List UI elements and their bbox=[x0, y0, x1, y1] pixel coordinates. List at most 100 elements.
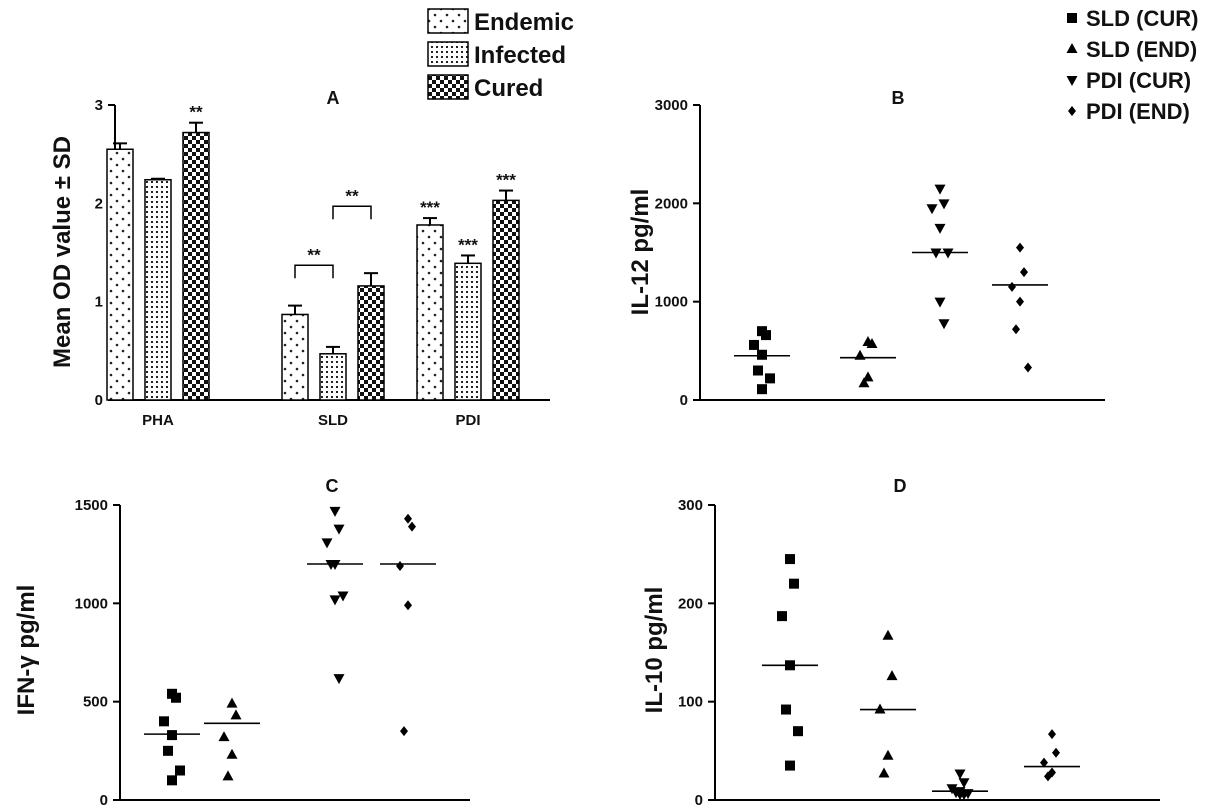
panel-d-y-tick-label: 100 bbox=[678, 694, 703, 711]
panel-d-point-triangle-up bbox=[878, 767, 890, 778]
panel-d-point-triangle-up bbox=[882, 749, 894, 760]
panel-b-y-tick-label: 2000 bbox=[655, 195, 688, 212]
panel-a-significance-label: ** bbox=[345, 186, 359, 205]
panel-c-point-diamond bbox=[404, 600, 412, 611]
panel-b-point-triangle-down bbox=[938, 199, 950, 210]
panel-c-point-triangle-up bbox=[222, 770, 234, 781]
panel-d-point-triangle-up bbox=[886, 670, 898, 681]
panel-c-y-tick-label: 500 bbox=[83, 694, 108, 711]
panel-b-point-triangle-up bbox=[866, 337, 878, 348]
panel-a-significance-label: ** bbox=[189, 103, 203, 122]
panel-b-point-diamond bbox=[1016, 296, 1024, 307]
panel-c-point-diamond bbox=[404, 513, 412, 524]
panel-a-bar-infected bbox=[319, 353, 347, 401]
panel-c-y-tick-label: 0 bbox=[100, 792, 108, 808]
panel-d-y-axis-label: IL-10 pg/ml bbox=[641, 587, 668, 714]
panel-b-y-tick-label: 1000 bbox=[655, 294, 688, 311]
legend-swatch-endemic bbox=[427, 8, 469, 34]
panel-b-point-square bbox=[749, 339, 759, 350]
panel-b-point-triangle-down bbox=[938, 319, 950, 330]
panel-a-significance-label: *** bbox=[496, 171, 516, 190]
panel-a-category-label: PDI bbox=[455, 412, 480, 429]
panel-c-point-triangle-down bbox=[337, 591, 349, 602]
panel-c-point-square bbox=[171, 692, 181, 703]
legend-label-cured: Cured bbox=[474, 75, 543, 102]
panel-b-point-diamond bbox=[1016, 242, 1024, 253]
panel-a-y-tick-label: 2 bbox=[95, 195, 103, 212]
panel-c-point-triangle-up bbox=[230, 709, 242, 720]
panel-d-point-diamond bbox=[1040, 757, 1048, 768]
panel-c-y-tick-label: 1500 bbox=[75, 497, 108, 514]
panel-d-point-square bbox=[785, 554, 795, 565]
panel-d-point-triangle-down bbox=[958, 778, 970, 789]
panel-c-point-diamond bbox=[400, 726, 408, 737]
panel-c-point-triangle-down bbox=[333, 674, 345, 685]
panel-b-title: B bbox=[892, 88, 905, 108]
panel-d-point-diamond bbox=[1052, 747, 1060, 758]
legend-label: SLD (END) bbox=[1086, 37, 1197, 62]
legend-marker-triangle-down bbox=[1066, 76, 1078, 86]
panel-d-point-triangle-up bbox=[882, 629, 894, 640]
panel-c-point-triangle-down bbox=[329, 506, 341, 517]
panel-b-y-tick-label: 0 bbox=[680, 392, 688, 409]
panel-c-point-square bbox=[175, 765, 185, 776]
panel-b-point-square bbox=[757, 349, 767, 360]
panel-c-point-triangle-up bbox=[218, 731, 230, 742]
panel-a-bar-endemic bbox=[106, 148, 134, 401]
panel-c-point-triangle-down bbox=[333, 524, 345, 535]
panel-b-point-triangle-down bbox=[934, 223, 946, 234]
panel-b-point-triangle-up bbox=[858, 377, 870, 388]
panel-a-category-label: SLD bbox=[318, 412, 348, 429]
panel-d-point-square bbox=[789, 578, 799, 589]
panel-c-y-axis-label: IFN-γ pg/ml bbox=[13, 585, 40, 716]
legend-swatch-infected bbox=[427, 41, 469, 67]
panel-a-significance-label: *** bbox=[458, 235, 478, 254]
legend-marker-diamond bbox=[1068, 106, 1076, 116]
panel-c-title: C bbox=[326, 476, 339, 496]
panel-b-point-square bbox=[753, 365, 763, 376]
panel-b-point-diamond bbox=[1008, 281, 1016, 292]
panel-d-point-square bbox=[777, 611, 787, 622]
legend-label-endemic: Endemic bbox=[474, 9, 574, 36]
panel-a-bar-infected bbox=[144, 178, 172, 401]
panel-c-point-triangle-up bbox=[226, 748, 238, 759]
panel-b-point-diamond bbox=[1020, 267, 1028, 278]
panel-c-point-triangle-up bbox=[226, 697, 238, 708]
panel-c-point-square bbox=[167, 730, 177, 741]
panel-c-point-square bbox=[167, 775, 177, 786]
panel-a-bar-cured bbox=[357, 285, 385, 401]
panel-a-significance-bracket bbox=[332, 205, 372, 220]
panel-b-point-triangle-down bbox=[934, 297, 946, 308]
panel-b-point-square bbox=[765, 373, 775, 384]
legend-label: PDI (CUR) bbox=[1086, 68, 1191, 93]
panel-c-point-square bbox=[159, 716, 169, 727]
panel-d-point-triangle-down bbox=[958, 790, 970, 801]
panel-c-point-triangle-down bbox=[329, 595, 341, 606]
panel-c: C 0 500 1000 1500 IFN-γ pg/ml bbox=[13, 476, 470, 808]
panel-b-point-triangle-up bbox=[862, 371, 874, 382]
panel-b-point-triangle-down bbox=[934, 184, 946, 195]
panel-d-y-tick-label: 0 bbox=[695, 792, 703, 808]
panel-d-y-tick-label: 300 bbox=[678, 497, 703, 514]
panel-a-y-axis-label: Mean OD value ± SD bbox=[49, 136, 76, 368]
panel-d-point-square bbox=[781, 704, 791, 715]
panel-a-bar-endemic bbox=[281, 313, 309, 401]
legend-label-infected: Infected bbox=[474, 42, 566, 69]
legend-marker-triangle-up bbox=[1066, 43, 1078, 53]
panel-c-point-triangle-down bbox=[325, 560, 337, 570]
legend-marker-square bbox=[1067, 13, 1077, 23]
panel-a-bar-infected bbox=[454, 262, 482, 401]
panel-b-point-diamond bbox=[1024, 362, 1032, 373]
panel-d-point-diamond bbox=[1044, 771, 1052, 782]
panel-b-y-tick-label: 3000 bbox=[655, 97, 688, 114]
panel-d-title: D bbox=[894, 476, 907, 496]
panel-c-point-square bbox=[163, 745, 173, 756]
panel-c-plot: 0 500 1000 1500 bbox=[75, 497, 470, 808]
panel-b: B 0 1000 2000 3000 IL-12 pg/ml bbox=[627, 88, 1105, 409]
panel-b-point-triangle-down bbox=[930, 248, 942, 259]
panel-b-y-axis-label: IL-12 pg/ml bbox=[627, 189, 654, 316]
panel-a-significance-label: *** bbox=[420, 198, 440, 217]
panel-d: D 0 100 200 300 IL-10 pg/ml bbox=[641, 476, 1160, 808]
